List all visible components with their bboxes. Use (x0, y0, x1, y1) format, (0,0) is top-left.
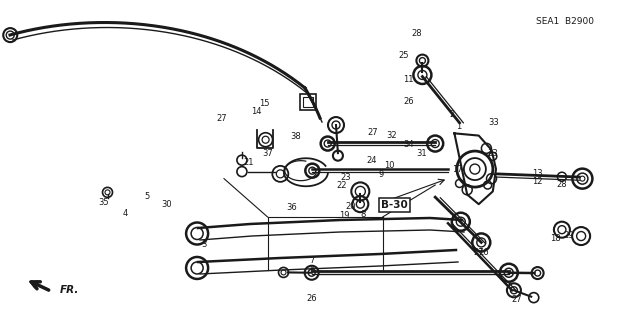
Text: 6: 6 (310, 265, 315, 274)
Text: 24: 24 (366, 156, 376, 165)
Text: 16: 16 (478, 248, 488, 256)
Text: 31: 31 (416, 149, 426, 158)
Text: B-30: B-30 (381, 200, 408, 210)
Text: 4: 4 (123, 209, 128, 218)
Text: FR.: FR. (60, 285, 79, 295)
Text: 37: 37 (262, 149, 273, 158)
Text: 33: 33 (489, 118, 499, 127)
Text: 25: 25 (399, 51, 409, 60)
Text: 29: 29 (563, 231, 573, 240)
Bar (303, 97, 313, 107)
Text: 9: 9 (379, 170, 384, 179)
Text: 3: 3 (201, 240, 206, 249)
Text: 10: 10 (384, 161, 394, 170)
Text: 27: 27 (216, 115, 227, 123)
Text: 27: 27 (512, 295, 522, 304)
Text: 1: 1 (456, 122, 461, 130)
Bar (300, 94, 316, 110)
Text: 33: 33 (488, 149, 498, 158)
Text: 22: 22 (337, 181, 347, 189)
Text: 15: 15 (259, 99, 269, 108)
Text: 8: 8 (360, 210, 365, 219)
Text: 23: 23 (340, 173, 351, 182)
Text: 27: 27 (474, 249, 484, 257)
Text: 18: 18 (550, 234, 561, 243)
Text: 35: 35 (99, 198, 109, 207)
Text: 28: 28 (412, 29, 422, 38)
Text: 30: 30 (161, 200, 172, 209)
Text: 19: 19 (339, 211, 349, 220)
Text: 7: 7 (310, 256, 315, 265)
Text: 20: 20 (346, 202, 356, 211)
Text: 5: 5 (145, 192, 150, 201)
Text: 28: 28 (557, 180, 567, 189)
Text: 21: 21 (243, 158, 253, 167)
Text: 12: 12 (532, 177, 543, 186)
Text: 32: 32 (387, 131, 397, 140)
Text: 2: 2 (449, 110, 454, 119)
Text: 36: 36 (286, 204, 296, 212)
Text: SEA1  B2900: SEA1 B2900 (536, 17, 594, 26)
Text: 14: 14 (251, 107, 261, 116)
Text: 27: 27 (367, 128, 378, 137)
Text: 17: 17 (452, 165, 463, 174)
Text: 26: 26 (403, 97, 413, 106)
Text: 11: 11 (403, 75, 413, 84)
Text: 26: 26 (307, 294, 317, 303)
Text: 38: 38 (291, 132, 301, 141)
Text: 13: 13 (532, 169, 543, 178)
Text: 34: 34 (403, 140, 413, 149)
